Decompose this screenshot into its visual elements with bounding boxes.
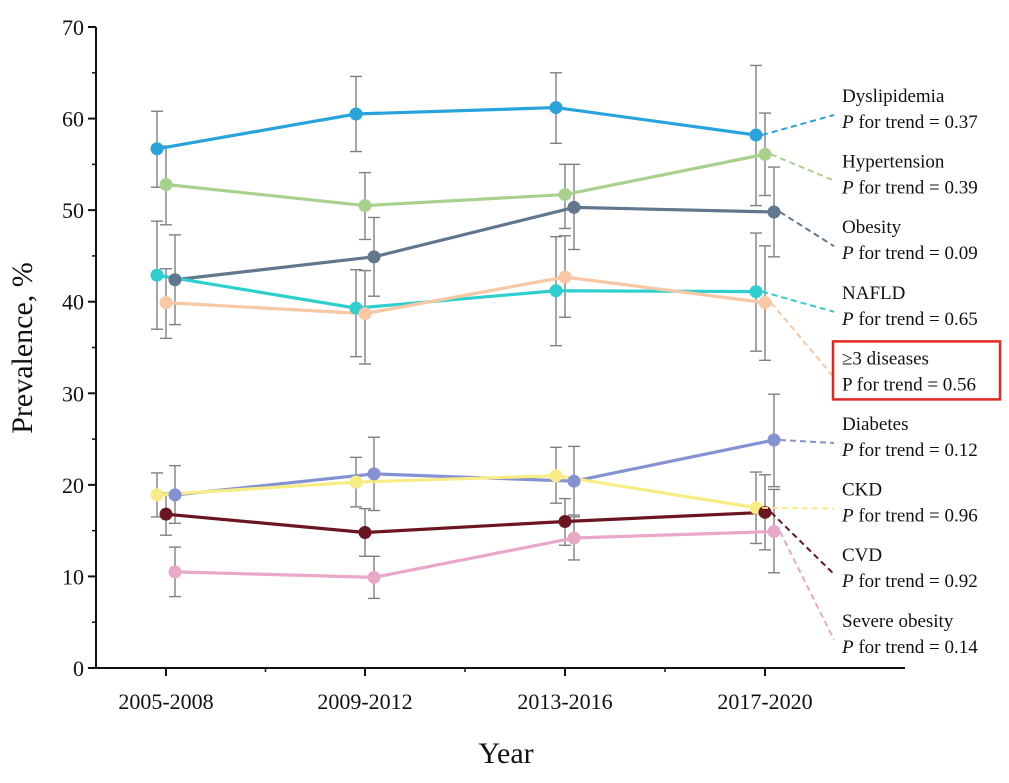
- data-point-obesity: [168, 273, 182, 287]
- error-bars: [151, 64, 780, 600]
- legend-connector-severe-obesity: [779, 531, 835, 641]
- y-tick-label: 10: [62, 564, 84, 589]
- legend-connector-obesity: [779, 211, 835, 248]
- legend-label-ge3-diseases: ≥3 diseases: [842, 348, 929, 369]
- legend-trend-dyslipidemia: P for trend = 0.37: [841, 112, 978, 133]
- x-tick-label: 2013-2016: [517, 689, 612, 714]
- highlight-box: [831, 340, 1002, 401]
- data-point-ckd: [349, 475, 363, 489]
- y-tick-label: 30: [62, 381, 84, 406]
- x-tick-label: 2017-2020: [717, 689, 812, 714]
- legend-connector-nafld: [761, 290, 835, 313]
- data-point-cvd: [558, 514, 572, 528]
- data-point-hypertension: [558, 188, 572, 202]
- data-point-hypertension: [159, 178, 173, 192]
- legend-trend-ge3-diseases: P for trend = 0.56: [842, 374, 976, 395]
- series-line-obesity: [174, 205, 775, 282]
- data-point-ge3-diseases: [758, 296, 772, 310]
- legend-trend-obesity: P for trend = 0.09: [841, 243, 978, 264]
- data-point-severe-obesity: [767, 525, 781, 539]
- data-point-cvd: [358, 525, 372, 539]
- data-point-severe-obesity: [567, 531, 581, 545]
- data-markers: [150, 101, 781, 584]
- legend-label-hypertension: Hypertension: [842, 152, 945, 173]
- y-tick-label: 0: [73, 656, 84, 681]
- series-line-hypertension: [165, 152, 766, 208]
- data-point-obesity: [567, 200, 581, 214]
- y-tick-label: 50: [62, 198, 84, 223]
- legend-label-cvd: CVD: [842, 545, 882, 566]
- x-tick-label: 2005-2008: [118, 689, 213, 714]
- data-point-diabetes: [767, 433, 781, 447]
- series-line-cvd: [165, 510, 766, 535]
- legend-trend-severe-obesity: P for trend = 0.14: [841, 637, 978, 658]
- y-axis-title: Prevalence, %: [6, 262, 39, 434]
- series-lines: [156, 105, 775, 579]
- data-point-ge3-diseases: [558, 270, 572, 284]
- data-point-hypertension: [758, 147, 772, 161]
- data-point-severe-obesity: [367, 570, 381, 584]
- legend-trend-diabetes: P for trend = 0.12: [841, 440, 978, 461]
- data-point-dyslipidemia: [349, 107, 363, 121]
- x-axis-title: Year: [478, 737, 533, 770]
- series-line-severe-obesity: [174, 529, 775, 579]
- legend-label-ckd: CKD: [842, 480, 882, 501]
- y-tick-label: 20: [62, 473, 84, 498]
- data-point-obesity: [767, 205, 781, 219]
- data-point-dyslipidemia: [749, 128, 763, 142]
- legend-connector-diabetes: [779, 438, 835, 444]
- data-point-cvd: [758, 505, 772, 519]
- data-point-obesity: [367, 250, 381, 264]
- data-point-cvd: [159, 507, 173, 521]
- series-line-dyslipidemia: [156, 105, 757, 151]
- data-point-diabetes: [367, 467, 381, 481]
- data-point-nafld: [150, 268, 164, 282]
- data-point-ckd: [150, 488, 164, 502]
- legend-trend-ckd: P for trend = 0.96: [841, 506, 978, 527]
- legend-label-obesity: Obesity: [842, 217, 902, 238]
- data-point-dyslipidemia: [150, 142, 164, 156]
- series-line-ge3-diseases: [165, 275, 766, 316]
- legend-connector-dyslipidemia: [761, 114, 835, 137]
- legend: Dyslipidemia P for trend = 0.37 Hypertensi…: [761, 86, 1002, 658]
- y-tick-label: 70: [62, 15, 84, 40]
- y-tick-label: 40: [62, 290, 84, 315]
- series-line-ckd: [156, 474, 757, 510]
- legend-label-dyslipidemia: Dyslipidemia: [842, 86, 945, 107]
- data-point-diabetes: [168, 488, 182, 502]
- legend-connector-hypertension: [770, 153, 835, 182]
- series-line-nafld: [156, 273, 757, 310]
- data-point-ge3-diseases: [159, 296, 173, 310]
- data-point-nafld: [549, 284, 563, 298]
- legend-connector-cvd: [770, 511, 835, 575]
- data-point-ckd: [549, 469, 563, 483]
- data-point-hypertension: [358, 199, 372, 213]
- legend-label-severe-obesity: Severe obesity: [842, 611, 954, 632]
- data-point-dyslipidemia: [549, 101, 563, 115]
- legend-trend-cvd: P for trend = 0.92: [841, 571, 978, 592]
- data-point-severe-obesity: [168, 565, 182, 579]
- legend-label-diabetes: Diabetes: [842, 414, 908, 435]
- legend-connector-ckd: [761, 506, 835, 510]
- axes: 0 10 20 30 40 50 60 70 2005-2008 2009-2012 2013-20…: [62, 15, 905, 714]
- legend-trend-nafld: P for trend = 0.65: [841, 309, 978, 330]
- y-tick-label: 60: [62, 107, 84, 132]
- x-tick-label: 2009-2012: [317, 689, 412, 714]
- legend-trend-hypertension: P for trend = 0.39: [841, 178, 978, 199]
- legend-label-nafld: NAFLD: [842, 283, 905, 304]
- legend-connector-ge3-diseases: [770, 301, 835, 379]
- data-point-diabetes: [567, 474, 581, 488]
- data-point-nafld: [749, 285, 763, 299]
- data-point-ge3-diseases: [358, 307, 372, 321]
